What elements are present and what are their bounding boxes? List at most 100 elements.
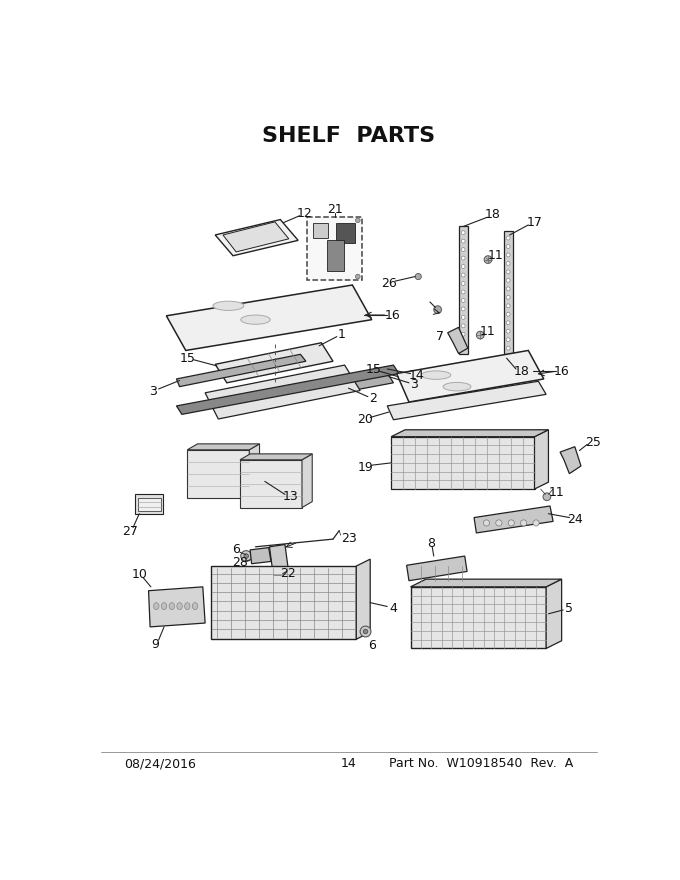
Text: 11: 11	[488, 249, 504, 262]
Text: 15: 15	[365, 363, 381, 377]
Text: 3: 3	[150, 385, 157, 398]
Ellipse shape	[213, 301, 244, 311]
Text: 18: 18	[513, 364, 529, 378]
Polygon shape	[391, 436, 534, 489]
Text: 15: 15	[180, 352, 196, 364]
Text: 7: 7	[436, 330, 444, 343]
Text: 6: 6	[368, 639, 375, 652]
Polygon shape	[215, 219, 298, 256]
Polygon shape	[148, 587, 205, 627]
Text: 08/24/2016: 08/24/2016	[124, 758, 196, 771]
Text: 16: 16	[554, 364, 570, 378]
Circle shape	[496, 520, 502, 526]
Text: 16: 16	[385, 309, 401, 321]
Polygon shape	[391, 429, 549, 436]
Circle shape	[506, 270, 510, 274]
Text: 22: 22	[280, 568, 296, 580]
Text: 2: 2	[369, 392, 377, 405]
Text: 18: 18	[485, 209, 500, 222]
Polygon shape	[411, 579, 562, 587]
Polygon shape	[269, 545, 288, 570]
Text: 5: 5	[564, 602, 573, 615]
Ellipse shape	[443, 383, 471, 391]
Circle shape	[461, 307, 465, 311]
Text: 11: 11	[548, 486, 564, 499]
Text: 4: 4	[390, 602, 397, 614]
Polygon shape	[336, 223, 355, 244]
Text: 27: 27	[122, 524, 138, 538]
Polygon shape	[187, 450, 250, 497]
Text: 10: 10	[132, 568, 148, 581]
Polygon shape	[240, 454, 312, 459]
Polygon shape	[240, 459, 302, 508]
Text: 1: 1	[337, 327, 345, 341]
Circle shape	[241, 551, 252, 561]
Circle shape	[533, 520, 539, 526]
Circle shape	[506, 312, 510, 316]
Polygon shape	[503, 231, 513, 360]
Circle shape	[244, 554, 248, 559]
Polygon shape	[250, 444, 260, 497]
Circle shape	[461, 265, 465, 268]
Circle shape	[461, 282, 465, 285]
Text: 25: 25	[585, 436, 600, 449]
Polygon shape	[447, 327, 468, 354]
Polygon shape	[176, 365, 399, 414]
Ellipse shape	[161, 603, 167, 610]
Circle shape	[506, 253, 510, 257]
Circle shape	[508, 520, 514, 526]
Circle shape	[506, 329, 510, 334]
Circle shape	[461, 239, 465, 243]
Polygon shape	[211, 566, 356, 639]
Circle shape	[506, 321, 510, 325]
Polygon shape	[411, 587, 546, 649]
Circle shape	[506, 278, 510, 282]
Circle shape	[461, 256, 465, 260]
Text: 20: 20	[357, 414, 373, 426]
Polygon shape	[167, 285, 372, 350]
Circle shape	[506, 296, 510, 299]
Text: 3: 3	[411, 378, 418, 391]
Circle shape	[461, 231, 465, 235]
Polygon shape	[302, 454, 312, 508]
Polygon shape	[407, 556, 467, 581]
Text: 8: 8	[428, 537, 435, 550]
Ellipse shape	[154, 603, 159, 610]
Polygon shape	[546, 579, 562, 649]
Text: 6: 6	[232, 543, 240, 555]
Circle shape	[356, 275, 360, 279]
Circle shape	[506, 287, 510, 290]
Text: Part No.  W10918540  Rev.  A: Part No. W10918540 Rev. A	[389, 758, 573, 771]
Polygon shape	[250, 547, 271, 564]
Polygon shape	[474, 506, 553, 533]
Text: 24: 24	[567, 512, 583, 525]
Ellipse shape	[422, 370, 451, 379]
Circle shape	[506, 261, 510, 266]
Circle shape	[521, 520, 527, 526]
Polygon shape	[215, 343, 333, 383]
Polygon shape	[223, 222, 289, 252]
Circle shape	[461, 315, 465, 319]
Polygon shape	[560, 447, 581, 473]
Polygon shape	[387, 381, 546, 420]
Circle shape	[506, 245, 510, 248]
Circle shape	[506, 236, 510, 240]
Circle shape	[461, 273, 465, 277]
Text: 21: 21	[326, 203, 343, 216]
Polygon shape	[233, 373, 394, 412]
Polygon shape	[356, 559, 370, 639]
Text: 12: 12	[296, 207, 312, 220]
Circle shape	[461, 247, 465, 252]
Text: 23: 23	[341, 532, 356, 545]
Ellipse shape	[241, 315, 270, 325]
Text: 13: 13	[282, 490, 299, 503]
Circle shape	[360, 627, 371, 637]
FancyBboxPatch shape	[307, 217, 362, 281]
Polygon shape	[205, 365, 360, 419]
Polygon shape	[396, 350, 544, 402]
Circle shape	[461, 341, 465, 345]
Text: 11: 11	[480, 325, 496, 338]
Polygon shape	[327, 240, 344, 271]
Circle shape	[461, 298, 465, 303]
Polygon shape	[458, 226, 468, 354]
